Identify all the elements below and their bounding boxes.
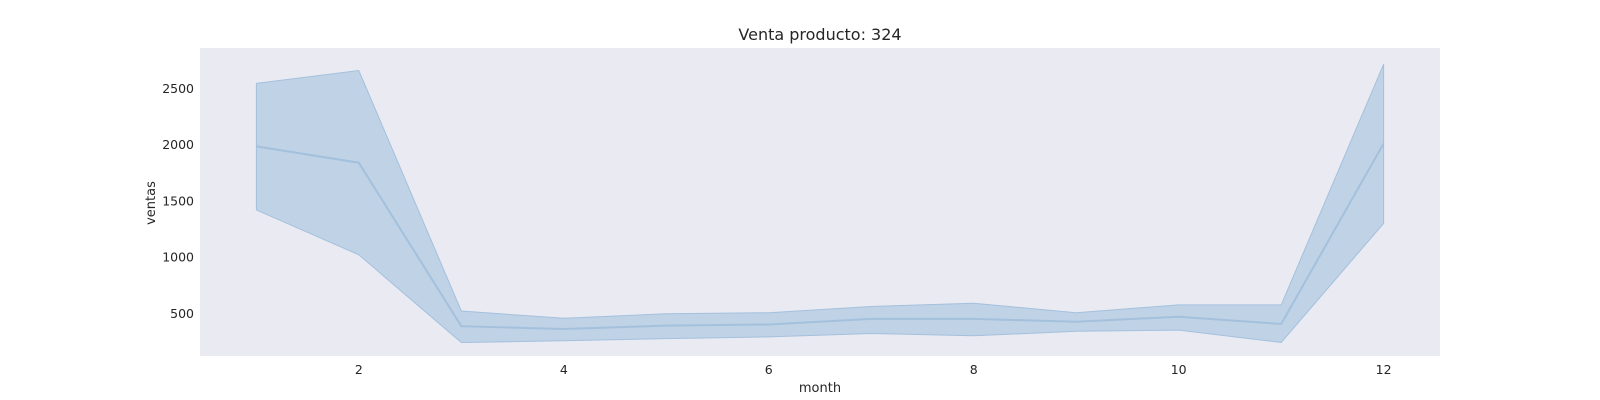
y-tick-label: 500: [170, 306, 194, 321]
y-axis-ticks: 500 1000 1500 2000 2500: [162, 81, 194, 321]
x-tick-label: 6: [765, 362, 773, 377]
series-line: [256, 143, 1385, 331]
x-tick-label: 10: [1171, 362, 1187, 377]
x-axis-label: month: [799, 381, 841, 396]
x-axis-ticks: 2 4 6 8 10 12: [355, 362, 1392, 377]
x-tick-label: 2: [355, 362, 363, 377]
x-tick-label: 12: [1376, 362, 1392, 377]
chart-title: Venta producto: 324: [738, 25, 901, 44]
y-tick-label: 1000: [162, 250, 194, 265]
y-tick-label: 2000: [162, 137, 194, 152]
confidence-band: [255, 64, 1385, 344]
y-tick-label: 1500: [162, 193, 194, 208]
y-tick-label: 2500: [162, 81, 194, 96]
x-tick-label: 8: [970, 362, 978, 377]
y-axis-label: ventas: [144, 181, 159, 225]
x-tick-label: 4: [560, 362, 568, 377]
